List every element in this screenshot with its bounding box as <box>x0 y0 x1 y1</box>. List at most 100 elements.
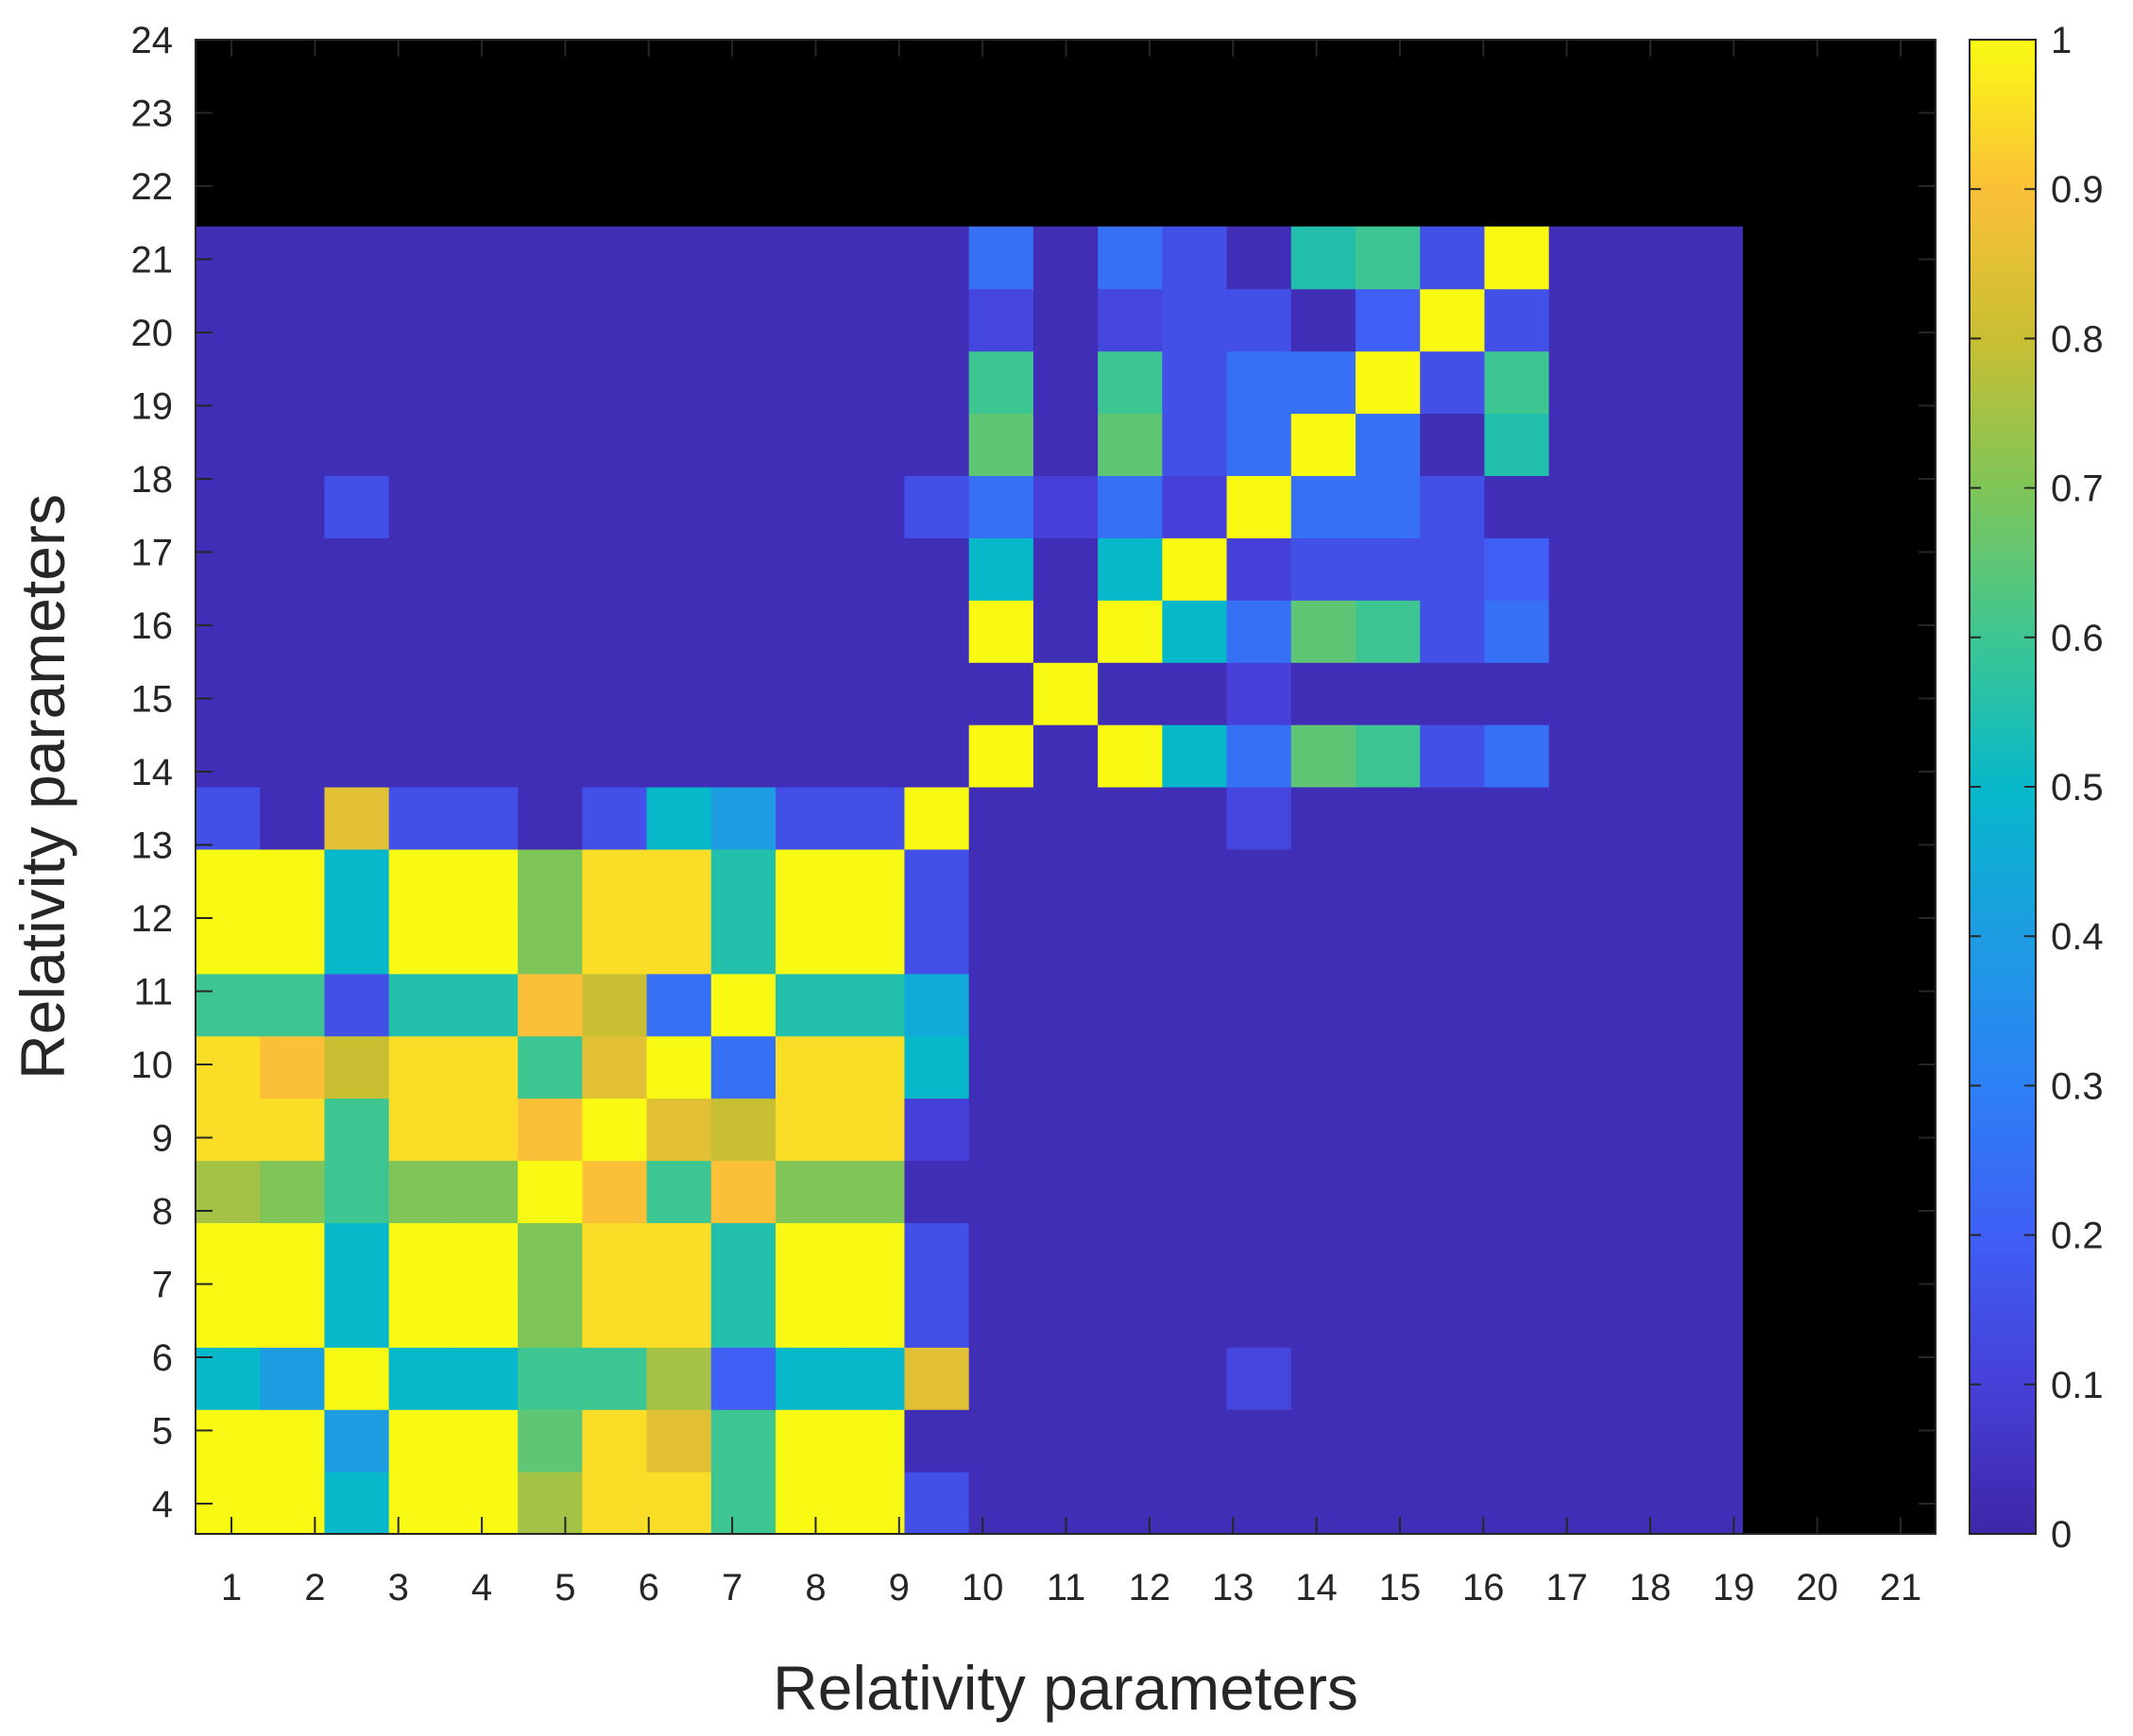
heatmap-cell <box>260 787 326 850</box>
heatmap-cell <box>1613 226 1679 290</box>
heatmap-cell <box>1226 724 1292 788</box>
heatmap-cell <box>904 787 970 850</box>
heatmap-cell <box>452 662 519 725</box>
heatmap-cell <box>710 600 776 663</box>
heatmap-cell <box>840 662 906 725</box>
heatmap-cell <box>1678 537 1743 601</box>
heatmap-cell <box>518 475 583 538</box>
heatmap-cell <box>452 1347 519 1410</box>
heatmap-cell <box>1356 1347 1421 1410</box>
y-tick-label: 5 <box>152 1411 173 1453</box>
heatmap-cell <box>260 1285 326 1348</box>
heatmap-cell <box>968 413 1034 477</box>
heatmap-cell <box>452 1285 519 1348</box>
heatmap-cell <box>260 724 326 788</box>
heatmap-cell <box>452 413 519 477</box>
heatmap-cell <box>196 1222 261 1285</box>
heatmap-cell <box>776 662 841 725</box>
heatmap-cell <box>1613 724 1679 788</box>
heatmap-cell <box>1356 350 1421 415</box>
heatmap-cell <box>582 350 648 415</box>
y-tick-label: 17 <box>131 533 174 574</box>
heatmap-cell <box>324 600 390 663</box>
heatmap-cell <box>260 1347 326 1410</box>
heatmap-cell <box>518 662 583 725</box>
heatmap-cell <box>582 1098 648 1162</box>
heatmap-cell <box>1032 662 1099 725</box>
heatmap-cell <box>1098 600 1163 663</box>
heatmap-cell <box>518 1347 583 1410</box>
colorbar-tick-label: 0.8 <box>2051 318 2104 360</box>
x-tick-label: 2 <box>304 1567 325 1608</box>
heatmap-cell <box>582 413 648 477</box>
heatmap-cell <box>196 1409 261 1472</box>
heatmap-cell <box>388 1409 454 1472</box>
heatmap-cell <box>196 1285 261 1348</box>
heatmap-cell <box>452 1472 519 1535</box>
heatmap-cell <box>1548 1160 1614 1224</box>
heatmap-cell <box>452 537 519 601</box>
heatmap-cell <box>840 1409 906 1472</box>
heatmap-cell <box>776 600 841 663</box>
heatmap-cell <box>1226 537 1292 601</box>
heatmap-cell <box>840 537 906 601</box>
heatmap-cell <box>1678 600 1743 663</box>
heatmap-cell <box>840 1285 906 1348</box>
heatmap-cell <box>1678 1347 1743 1410</box>
heatmap-cell <box>710 1472 776 1535</box>
heatmap-cell <box>324 1285 390 1348</box>
x-tick-label: 11 <box>1047 1567 1086 1608</box>
heatmap-cell <box>196 724 261 788</box>
heatmap-cell <box>1484 288 1550 352</box>
x-tick-label: 5 <box>555 1567 575 1608</box>
heatmap-cell <box>1420 724 1486 788</box>
heatmap-cell <box>452 226 519 290</box>
heatmap-cell <box>1098 226 1163 290</box>
heatmap-cell <box>1548 600 1614 663</box>
heatmap-cell <box>1484 848 1550 912</box>
heatmap-cell <box>1162 1472 1228 1535</box>
heatmap-cell <box>1032 973 1099 1037</box>
heatmap-cell <box>1484 724 1550 788</box>
heatmap-cell <box>840 1098 906 1162</box>
heatmap-cell <box>968 787 1034 850</box>
heatmap-cell <box>1420 600 1486 663</box>
colorbar-tick-label: 1 <box>2051 20 2072 61</box>
heatmap-cell <box>1548 662 1614 725</box>
heatmap-cell <box>840 911 906 975</box>
heatmap-cell <box>324 848 390 912</box>
heatmap-cell <box>646 1160 712 1224</box>
heatmap-cell <box>260 1409 326 1472</box>
heatmap-cell <box>646 724 712 788</box>
heatmap-cell <box>904 350 970 415</box>
heatmap-cell <box>646 475 712 538</box>
heatmap-cell <box>968 662 1034 725</box>
heatmap-cell <box>1032 911 1099 975</box>
heatmap-cell <box>1613 475 1679 538</box>
y-tick-label: 16 <box>131 605 174 647</box>
heatmap-cell <box>1098 288 1163 352</box>
heatmap-cell <box>1356 600 1421 663</box>
y-tick-label: 24 <box>131 20 174 61</box>
heatmap-cell <box>260 600 326 663</box>
heatmap-cell <box>1484 1409 1550 1472</box>
heatmap-cell <box>904 911 970 975</box>
heatmap-cell <box>1032 1222 1099 1285</box>
heatmap-cell <box>646 1098 712 1162</box>
heatmap-cell <box>776 1222 841 1285</box>
heatmap-cell <box>1420 662 1486 725</box>
heatmap-cell <box>710 724 776 788</box>
x-tick-label: 18 <box>1630 1567 1672 1608</box>
heatmap-cell <box>1613 537 1679 601</box>
heatmap-cell <box>582 1347 648 1410</box>
heatmap-cell <box>1678 724 1743 788</box>
heatmap-cell <box>1484 1035 1550 1099</box>
y-tick-label: 21 <box>131 240 174 281</box>
heatmap-cell <box>904 724 970 788</box>
heatmap-cell <box>904 1347 970 1410</box>
heatmap-cell <box>260 1098 326 1162</box>
y-tick-label: 13 <box>131 825 174 867</box>
heatmap-cell <box>1613 288 1679 352</box>
heatmap-cell <box>1032 1409 1099 1472</box>
heatmap-cell <box>1548 724 1614 788</box>
